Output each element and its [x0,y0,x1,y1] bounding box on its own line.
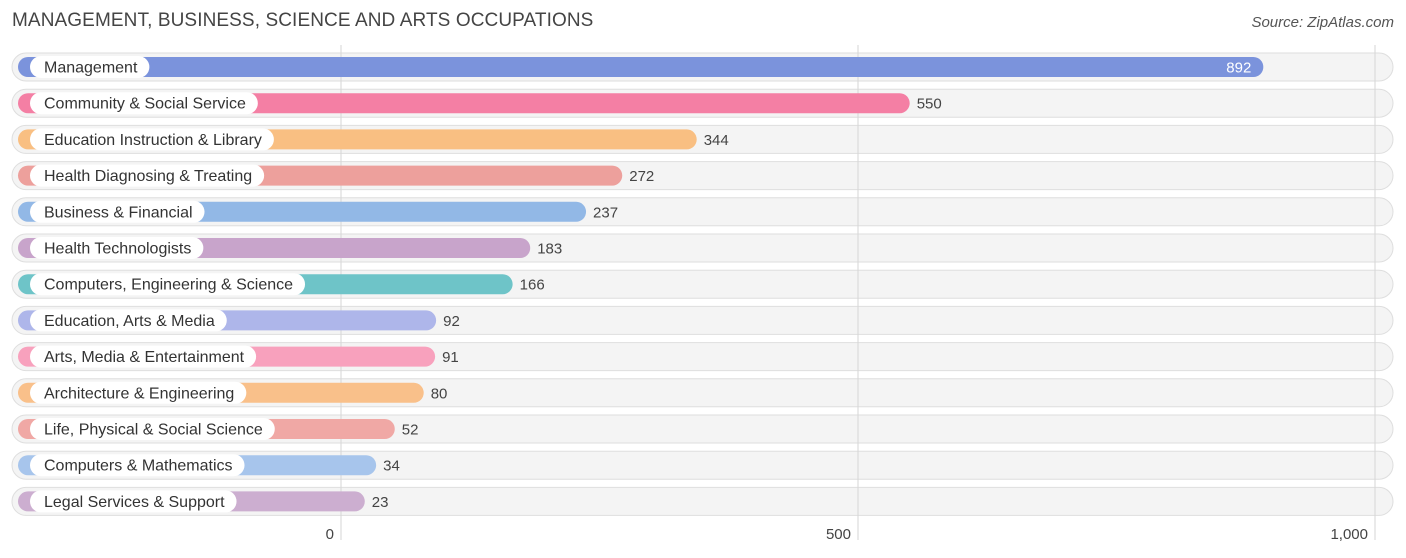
value-label: 91 [442,349,459,366]
category-label: Business & Financial [44,204,193,221]
source-label: Source: ZipAtlas.com [1251,14,1394,31]
x-tick-label: 500 [826,526,851,543]
category-label: Community & Social Service [44,96,246,113]
category-label-pill [30,237,204,259]
value-label: 183 [537,241,562,258]
category-label: Architecture & Engineering [44,385,234,402]
category-label-pill [30,92,258,115]
category-label: Health Diagnosing & Treating [44,168,252,185]
category-label: Education, Arts & Media [44,313,215,330]
category-label-pill [30,345,257,368]
category-label: Computers, Engineering & Science [44,277,293,294]
x-tick-label: 1,000 [1330,526,1368,543]
category-label: Legal Services & Support [44,494,225,511]
category-label-pill [30,56,150,78]
category-label: Arts, Media & Entertainment [44,349,245,366]
category-label: Management [44,60,138,77]
value-label: 34 [383,458,400,475]
value-label: 166 [520,277,545,294]
value-label: 344 [704,132,729,149]
category-label: Computers & Mathematics [44,458,233,475]
category-label-pill [30,418,275,440]
category-label-pill [30,128,274,151]
category-label: Education Instruction & Library [44,132,262,149]
value-label: 23 [372,494,389,511]
category-label-pill [30,309,227,332]
value-label: 237 [593,204,618,221]
value-label: 272 [629,168,654,185]
x-tick-label: 0 [326,526,334,543]
value-label: 892 [1226,60,1251,77]
category-label: Life, Physical & Social Science [44,422,263,439]
category-label-pill [30,164,265,187]
value-label: 550 [917,96,942,113]
bar [18,57,1264,77]
value-label: 92 [443,313,460,330]
chart-title: MANAGEMENT, BUSINESS, SCIENCE AND ARTS O… [12,10,594,31]
category-label-pill [30,381,247,404]
category-label: Health Technologists [44,241,191,258]
value-label: 80 [431,385,448,402]
category-label-pill [30,454,245,477]
category-label-pill [30,200,205,223]
category-label-pill [30,273,306,296]
category-label-pill [30,490,237,513]
value-label: 52 [402,422,419,439]
